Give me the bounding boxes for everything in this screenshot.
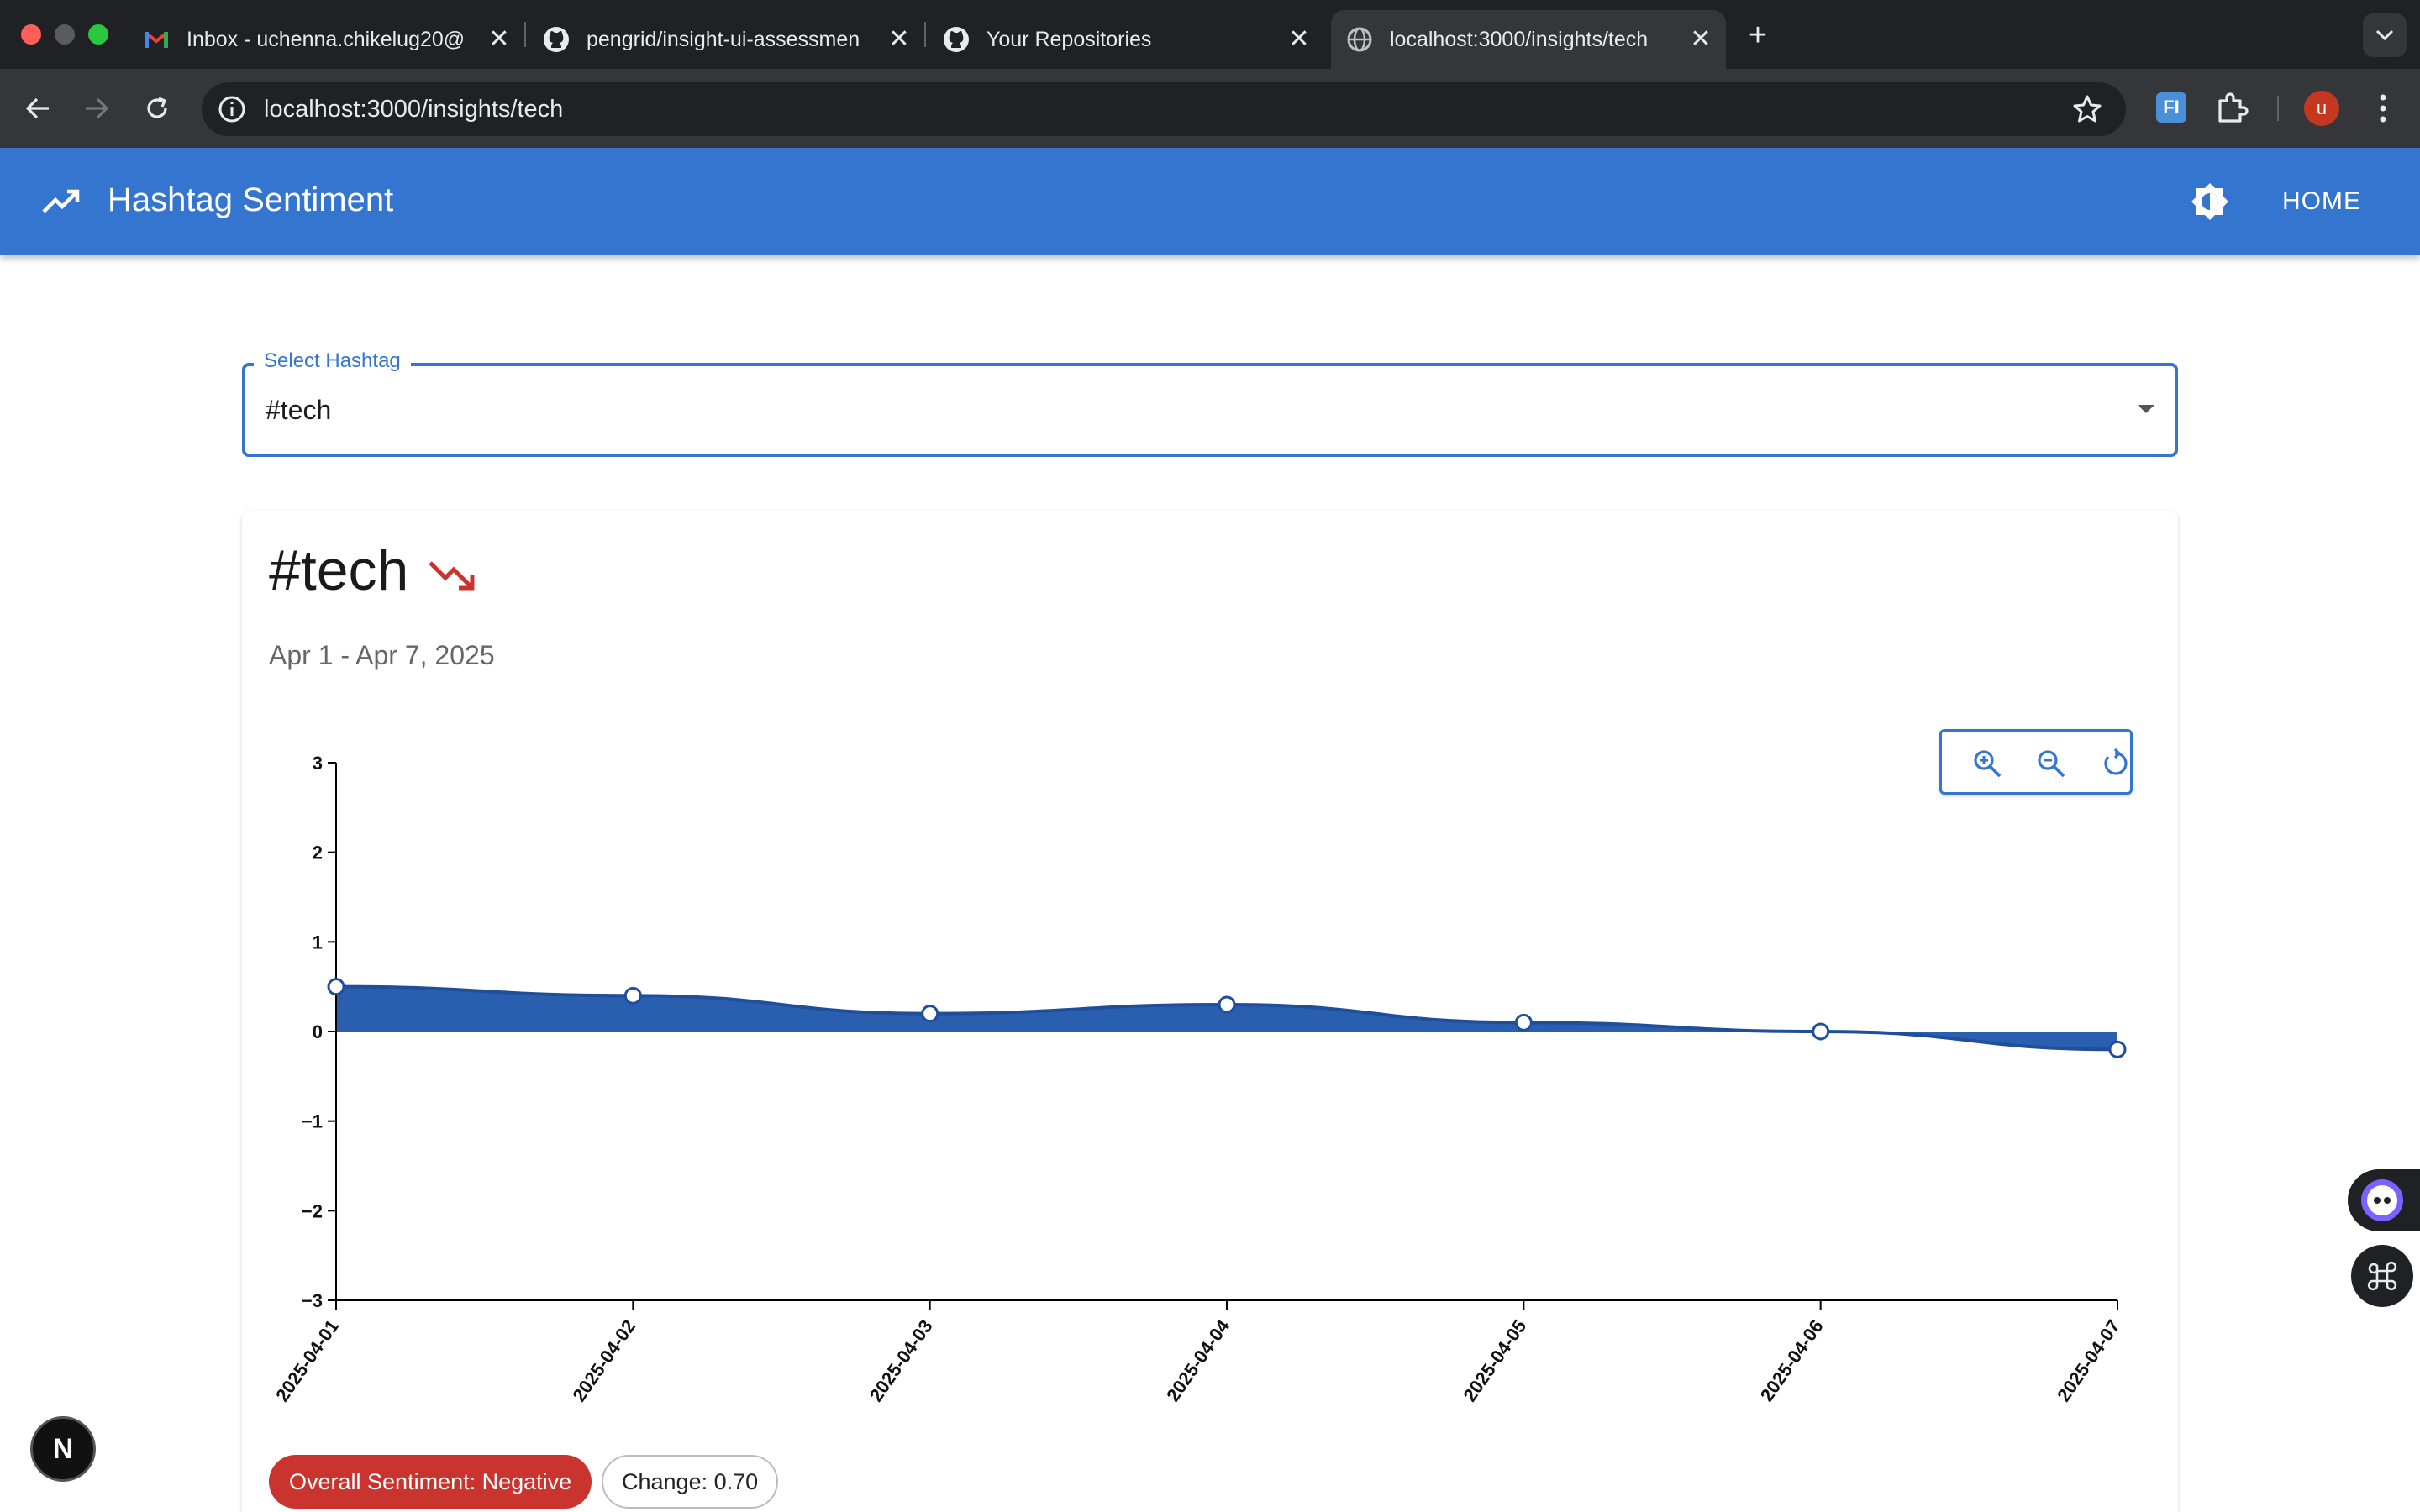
app-bar: Hashtag Sentiment HOME: [0, 148, 2420, 255]
data-point: [327, 978, 345, 996]
info-icon[interactable]: [217, 94, 247, 124]
y-tick-label: 2: [313, 843, 323, 864]
command-widget-button[interactable]: [2351, 1245, 2413, 1307]
bookmark-star-icon[interactable]: [2072, 94, 2102, 124]
extension-fi-button[interactable]: FI: [2156, 92, 2186, 123]
tab-search-button[interactable]: [2363, 13, 2407, 57]
browser-tab-gmail[interactable]: Inbox - uchenna.chikelug20@ ✕: [143, 10, 513, 69]
reload-icon: [147, 97, 167, 118]
data-point: [2108, 1040, 2127, 1058]
forward-button[interactable]: [77, 89, 116, 128]
window-zoom-button[interactable]: [88, 24, 108, 45]
zoom-in-icon[interactable]: [1972, 748, 2002, 779]
zoom-controls: [1939, 729, 2133, 795]
browser-toolbar: localhost:3000/insights/tech FI u: [0, 69, 2420, 148]
robot-face-icon: [2361, 1179, 2403, 1221]
reset-zoom-icon[interactable]: [2100, 748, 2130, 779]
y-tick-label: −2: [302, 1200, 323, 1221]
github-icon: [543, 26, 570, 53]
extensions-puzzle-icon[interactable]: [2215, 91, 2250, 126]
more-vert-icon[interactable]: [2368, 91, 2398, 126]
back-button[interactable]: [18, 89, 57, 128]
x-tick-label: 2025-04-03: [865, 1316, 937, 1406]
x-tick-label: 2025-04-05: [1459, 1316, 1530, 1406]
toolbar-divider: [2277, 96, 2279, 121]
x-tick-label: 2025-04-04: [1162, 1315, 1234, 1405]
address-bar[interactable]: localhost:3000/insights/tech: [202, 82, 2126, 136]
nextjs-devtools-button[interactable]: N: [30, 1416, 96, 1482]
tab-title: localhost:3000/insights/tech: [1390, 27, 1649, 51]
gmail-icon: [143, 26, 170, 53]
window-close-button[interactable]: [21, 24, 41, 45]
x-tick-label: 2025-04-02: [568, 1316, 639, 1406]
globe-icon: [1346, 26, 1373, 53]
tab-title: Inbox - uchenna.chikelug20@: [187, 27, 466, 51]
y-tick-label: 0: [313, 1021, 323, 1042]
arrow-drop-down-icon[interactable]: [2134, 400, 2158, 417]
data-point: [1812, 1022, 1830, 1041]
data-point: [623, 986, 642, 1005]
close-icon[interactable]: ✕: [1690, 25, 1712, 53]
brightness-icon[interactable]: [2190, 181, 2230, 222]
trending-up-icon: [42, 189, 80, 213]
select-label: Select Hashtag: [254, 349, 411, 373]
select-value: #tech: [266, 395, 332, 425]
card-title: #tech: [269, 538, 409, 602]
reload-button[interactable]: [138, 89, 176, 128]
x-tick-label: 2025-04-07: [2053, 1316, 2124, 1406]
y-tick-label: −3: [302, 1290, 323, 1311]
change-chip: Change: 0.70: [602, 1455, 779, 1509]
assistant-widget-button[interactable]: [2348, 1169, 2420, 1231]
data-point: [921, 1005, 939, 1023]
zoom-out-icon[interactable]: [2036, 748, 2066, 779]
x-tick-label: 2025-04-06: [1756, 1316, 1828, 1406]
sentiment-area-chart: 3 2 1 0 −1 −2 −3 2025-04-01 2025-04-02 2025-04-03…: [271, 753, 2127, 1406]
chevron-down-icon: [2375, 29, 2394, 41]
arrow-left-icon: [25, 97, 49, 119]
github-icon: [943, 26, 970, 53]
data-point: [1218, 995, 1236, 1014]
hashtag-select[interactable]: [242, 363, 2178, 457]
trending-down-icon: [429, 561, 475, 591]
y-tick-label: 3: [313, 753, 323, 774]
tab-title: pengrid/insight-ui-assessmen: [587, 27, 860, 51]
command-key-icon: [2367, 1261, 2397, 1291]
tab-title: Your Repositories: [986, 27, 1152, 51]
close-icon[interactable]: ✕: [1288, 25, 1310, 53]
y-tick-label: 1: [313, 932, 323, 953]
close-icon[interactable]: ✕: [488, 25, 510, 53]
new-tab-button[interactable]: +: [1748, 18, 1768, 53]
home-button[interactable]: HOME: [2282, 187, 2361, 215]
tab-separator: [524, 22, 526, 47]
browser-tab-pengrid[interactable]: pengrid/insight-ui-assessmen ✕: [543, 10, 913, 69]
arrow-right-icon: [86, 97, 109, 119]
profile-avatar[interactable]: u: [2304, 91, 2339, 126]
browser-tab-localhost[interactable]: localhost:3000/insights/tech ✕: [1331, 10, 1726, 69]
tab-separator: [924, 22, 926, 47]
url-text: localhost:3000/insights/tech: [264, 96, 564, 123]
series-area: [336, 986, 2118, 1050]
y-tick-label: −1: [302, 1111, 323, 1132]
app-title: Hashtag Sentiment: [108, 181, 394, 218]
data-point: [1514, 1013, 1533, 1032]
close-icon[interactable]: ✕: [888, 25, 910, 53]
browser-tab-repositories[interactable]: Your Repositories ✕: [943, 10, 1313, 69]
x-tick-label: 2025-04-01: [271, 1316, 343, 1406]
date-range: Apr 1 - Apr 7, 2025: [269, 640, 495, 670]
window-minimize-button[interactable]: [55, 24, 75, 45]
browser-tab-strip: Inbox - uchenna.chikelug20@ ✕ pengrid/in…: [0, 0, 2420, 69]
sentiment-chip: Overall Sentiment: Negative: [269, 1455, 592, 1509]
